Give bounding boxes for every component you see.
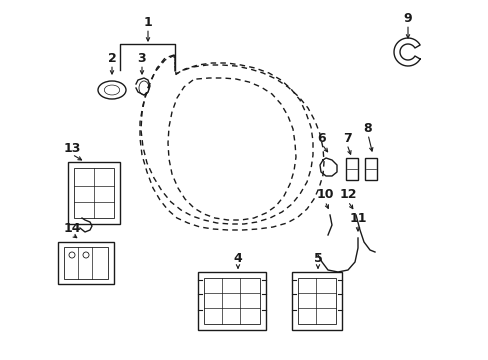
Text: 8: 8 xyxy=(363,122,371,135)
Bar xyxy=(74,168,114,218)
Text: 9: 9 xyxy=(403,12,411,24)
Bar xyxy=(291,272,341,330)
Text: 2: 2 xyxy=(107,51,116,64)
Text: 6: 6 xyxy=(317,131,325,144)
Text: 3: 3 xyxy=(138,51,146,64)
Bar xyxy=(346,158,357,180)
Text: 11: 11 xyxy=(348,211,366,225)
Text: 4: 4 xyxy=(233,252,242,265)
Text: 13: 13 xyxy=(63,141,81,154)
Bar xyxy=(198,272,265,330)
Bar xyxy=(64,247,108,279)
Bar xyxy=(297,278,335,324)
Text: 12: 12 xyxy=(339,189,356,202)
Text: 10: 10 xyxy=(316,189,333,202)
Text: 5: 5 xyxy=(313,252,322,265)
Text: 1: 1 xyxy=(143,15,152,28)
Bar xyxy=(68,162,120,224)
Bar xyxy=(364,158,376,180)
Bar xyxy=(58,242,114,284)
Bar xyxy=(203,278,260,324)
Text: 14: 14 xyxy=(63,221,81,234)
Text: 7: 7 xyxy=(342,131,351,144)
